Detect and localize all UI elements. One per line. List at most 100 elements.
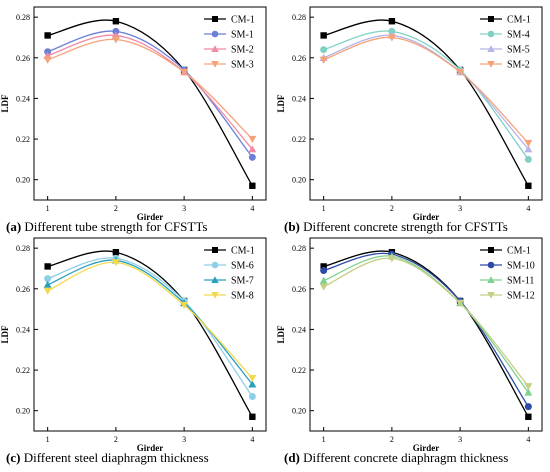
x-tick-label-d: 4: [526, 435, 530, 444]
y-tick-label-a: 0.28: [16, 13, 30, 22]
series-line-c-SM-7: [47, 259, 253, 385]
series-line-d-SM-11: [323, 255, 529, 393]
data-point-a-SM-1: [44, 48, 52, 56]
data-point-a-CM-1: [249, 182, 256, 189]
plot-frame-b: [309, 6, 543, 201]
legend-marker-c: [212, 247, 218, 253]
y-tick-label-a: 0.20: [16, 176, 30, 185]
data-point-b-SM-5: [524, 145, 533, 153]
x-tick-label-b: 4: [526, 204, 530, 213]
legend-label-c: SM-6: [231, 261, 254, 272]
data-point-b-CM-1: [388, 18, 396, 25]
data-point-a-CM-1: [44, 32, 51, 39]
y-tick-label-b: 0.26: [292, 54, 306, 63]
data-point-a-SM-1: [248, 153, 256, 161]
legend-label-b: SM-2: [507, 60, 530, 71]
data-point-a-SM-3: [43, 56, 52, 64]
y-tick-label-c: 0.26: [16, 285, 30, 294]
series-line-b-SM-4: [323, 30, 529, 160]
data-point-b-SM-2: [387, 34, 396, 42]
data-point-c-SM-7: [43, 280, 52, 288]
data-point-b-SM-4: [320, 46, 328, 54]
legend-marker-d: [488, 247, 494, 253]
data-point-d-SM-11: [319, 276, 328, 284]
caption-a-text: Different tube strength for CFSTTs: [24, 219, 208, 234]
caption-c-text: Different steel diaphragm thickness: [23, 450, 209, 465]
legend-marker-b: [487, 30, 495, 38]
legend-label-b: SM-4: [507, 30, 530, 41]
data-point-d-SM-10: [524, 403, 532, 411]
caption-a-letter: (a): [6, 219, 22, 234]
x-tick-label-a: 4: [250, 204, 254, 213]
x-axis-label-c: Girder: [137, 443, 164, 453]
legend-label-b: SM-5: [507, 45, 530, 56]
data-point-c-SM-8: [43, 287, 52, 295]
x-tick-label-b: 2: [390, 204, 394, 213]
chart-d: 0.20 0.22 0.24 0.26 0.28 1 2 3 4 Girder LDF CM-1 SM-…: [276, 237, 543, 453]
series-line-b-SM-5: [323, 34, 529, 150]
data-point-b-SM-2: [524, 139, 533, 148]
y-tick-label-d: 0.22: [292, 366, 306, 375]
y-tick-label-c: 0.22: [16, 366, 30, 375]
data-point-d-CM-1: [320, 263, 327, 270]
chart-b: 0.20 0.22 0.24 0.26 0.28 1 2 3 4 Girder LDF CM-1 SM-…: [276, 6, 543, 222]
caption-d: (d) Different concrete diaphragm thickne…: [284, 450, 508, 466]
chart-a: 0.20 0.22 0.24 0.26 0.28 1 2 3 4 Girder LDF CM-1 SM-…: [0, 6, 267, 222]
x-tick-label-c: 4: [250, 435, 254, 444]
data-point-c-SM-8: [180, 301, 189, 310]
y-tick-label-b: 0.28: [292, 13, 306, 22]
data-point-b-SM-2: [319, 56, 328, 64]
data-point-d-SM-12: [387, 255, 396, 263]
series-line-a-SM-3: [47, 38, 253, 140]
caption-c: (c) Different steel diaphragm thickness: [6, 450, 209, 466]
y-tick-label-d: 0.24: [292, 325, 306, 334]
series-line-d-CM-1: [323, 250, 529, 418]
legend-marker-a: [211, 30, 219, 38]
legend-marker-c: [211, 276, 219, 284]
legend-label-a: SM-1: [231, 30, 254, 41]
series-line-b-CM-1: [323, 19, 529, 187]
x-tick-label-d: 1: [322, 435, 326, 444]
x-tick-label-a: 3: [182, 204, 186, 213]
series-line-c-CM-1: [47, 250, 253, 418]
y-tick-label-b: 0.22: [292, 135, 306, 144]
data-point-c-CM-1: [249, 413, 256, 420]
data-point-a-SM-1: [112, 27, 120, 35]
legend-label-a: SM-2: [231, 45, 254, 56]
data-point-c-SM-6: [44, 275, 52, 283]
data-point-a-CM-1: [112, 18, 120, 25]
y-tick-label-a: 0.24: [16, 94, 30, 103]
legend-marker-b: [487, 45, 495, 53]
data-point-a-SM-2: [248, 145, 257, 153]
y-axis-label-b: LDF: [276, 94, 286, 113]
series-line-a-SM-1: [47, 30, 253, 158]
y-tick-label-d: 0.26: [292, 285, 306, 294]
y-tick-label-c: 0.20: [16, 407, 30, 416]
chart-c: 0.20 0.22 0.24 0.26 0.28 1 2 3 4 Girder LDF CM-1 SM-…: [0, 237, 267, 453]
data-point-a-SM-3: [248, 135, 257, 144]
data-point-c-SM-8: [111, 259, 120, 267]
data-point-c-CM-1: [112, 249, 120, 256]
legend-label-a: CM-1: [231, 15, 255, 26]
caption-b: (b) Different concrete strength for CFST…: [284, 219, 508, 235]
x-axis-label-b: Girder: [413, 212, 440, 222]
series-line-c-SM-6: [47, 257, 253, 397]
x-tick-label-a: 2: [114, 204, 118, 213]
x-axis-label-d: Girder: [413, 443, 440, 453]
legend-marker-d: [487, 291, 495, 299]
series-line-d-SM-10: [323, 252, 529, 407]
data-point-b-SM-4: [524, 155, 532, 163]
data-point-c-SM-8: [248, 374, 257, 383]
legend-label-c: SM-8: [231, 291, 254, 302]
series-line-d-SM-12: [323, 257, 529, 387]
legend-label-b: CM-1: [507, 15, 531, 26]
y-tick-label-c: 0.24: [16, 325, 30, 334]
caption-d-letter: (d): [284, 450, 300, 465]
legend-label-d: SM-12: [507, 291, 535, 302]
x-tick-label-c: 3: [182, 435, 186, 444]
data-point-d-SM-12: [319, 283, 328, 291]
x-tick-label-c: 2: [114, 435, 118, 444]
data-point-d-CM-1: [525, 413, 532, 420]
x-tick-label-b: 3: [458, 204, 462, 213]
legend-marker-d: [487, 276, 495, 284]
